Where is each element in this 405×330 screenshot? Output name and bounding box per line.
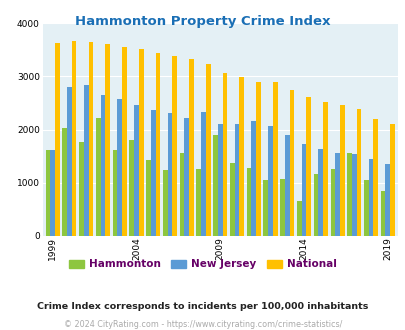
Bar — [72, 41, 76, 236]
Bar — [251, 121, 256, 236]
Bar — [330, 169, 335, 236]
Bar — [239, 77, 243, 236]
Bar — [335, 153, 339, 236]
Bar — [172, 56, 177, 236]
Bar — [296, 201, 301, 236]
Bar — [129, 140, 134, 236]
Bar — [318, 149, 322, 236]
Bar — [205, 64, 210, 236]
Bar — [96, 118, 100, 236]
Bar — [306, 97, 310, 236]
Bar — [356, 109, 360, 236]
Text: © 2024 CityRating.com - https://www.cityrating.com/crime-statistics/: © 2024 CityRating.com - https://www.city… — [64, 319, 341, 329]
Bar — [117, 99, 122, 236]
Bar — [217, 124, 222, 236]
Bar — [246, 168, 251, 236]
Bar — [384, 164, 389, 236]
Bar — [62, 128, 67, 236]
Bar — [79, 142, 84, 236]
Bar — [380, 191, 384, 236]
Bar — [234, 124, 239, 236]
Bar — [200, 113, 205, 236]
Bar — [272, 82, 277, 236]
Bar — [155, 53, 160, 236]
Bar — [301, 144, 306, 236]
Bar — [113, 150, 117, 236]
Bar — [179, 153, 184, 236]
Bar — [213, 135, 217, 236]
Bar — [222, 73, 227, 236]
Bar — [55, 43, 60, 236]
Bar — [84, 85, 88, 236]
Text: Crime Index corresponds to incidents per 100,000 inhabitants: Crime Index corresponds to incidents per… — [37, 302, 368, 311]
Bar — [151, 110, 155, 236]
Bar — [256, 82, 260, 236]
Bar — [146, 160, 151, 236]
Bar — [279, 179, 284, 236]
Bar — [189, 59, 193, 236]
Bar — [351, 154, 356, 236]
Bar — [105, 44, 110, 236]
Bar — [184, 118, 189, 236]
Bar — [134, 105, 139, 236]
Bar — [229, 162, 234, 236]
Legend: Hammonton, New Jersey, National: Hammonton, New Jersey, National — [65, 255, 340, 274]
Bar — [67, 87, 72, 236]
Bar — [162, 171, 167, 236]
Bar — [313, 174, 318, 236]
Bar — [346, 153, 351, 236]
Bar — [45, 150, 50, 236]
Bar — [284, 135, 289, 236]
Bar — [196, 169, 200, 236]
Bar — [122, 47, 126, 236]
Bar — [139, 49, 143, 236]
Bar — [167, 113, 172, 236]
Bar — [88, 42, 93, 236]
Bar — [263, 180, 268, 236]
Bar — [50, 150, 55, 236]
Bar — [368, 159, 373, 236]
Bar — [289, 90, 294, 236]
Bar — [339, 105, 344, 236]
Bar — [389, 124, 394, 236]
Bar — [268, 126, 272, 236]
Bar — [363, 180, 368, 236]
Bar — [322, 102, 327, 236]
Bar — [100, 95, 105, 236]
Text: Hammonton Property Crime Index: Hammonton Property Crime Index — [75, 15, 330, 28]
Bar — [373, 119, 377, 236]
